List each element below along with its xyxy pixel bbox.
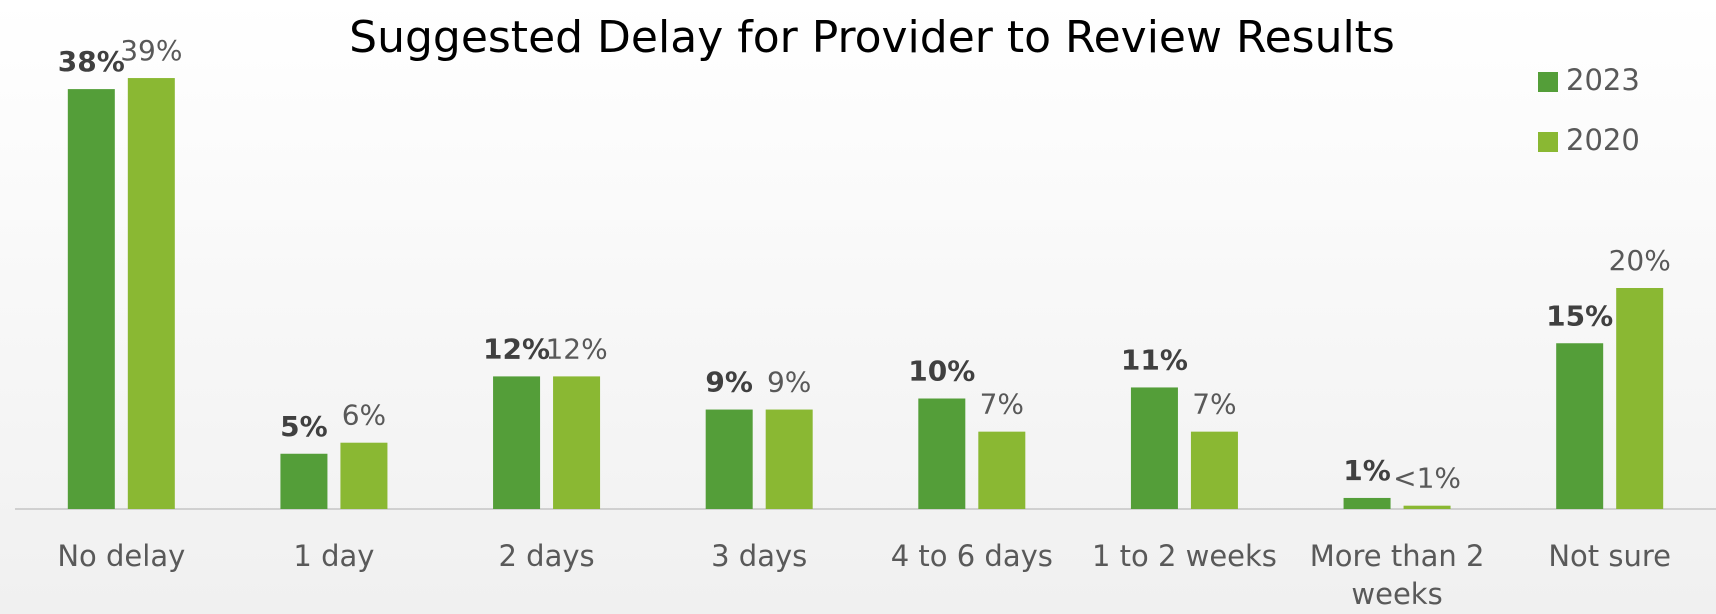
bar (1190, 431, 1238, 509)
x-tick-label: Not sure (1548, 539, 1672, 573)
value-label: 39% (120, 34, 182, 67)
bar (765, 409, 813, 509)
bar (493, 376, 541, 509)
bar (918, 398, 966, 509)
value-label: 12% (483, 332, 550, 365)
value-label: 9% (767, 366, 811, 399)
bar (1130, 387, 1178, 509)
bar (705, 409, 753, 509)
bar (553, 376, 601, 509)
value-label: 7% (980, 388, 1024, 421)
bar (280, 453, 328, 509)
value-label: 1% (1343, 454, 1391, 487)
value-label: 5% (280, 410, 328, 443)
legend-swatch (1538, 72, 1558, 92)
value-label: 20% (1609, 244, 1671, 277)
bar (1556, 343, 1604, 509)
x-tick-label: More than 2 weeks (1309, 539, 1485, 611)
x-tick-label: 4 to 6 days (890, 539, 1053, 573)
bar (1616, 288, 1664, 509)
bar (978, 431, 1026, 509)
x-tick-label: 1 day (293, 539, 375, 573)
value-label: 38% (58, 45, 125, 78)
value-label: 6% (342, 399, 386, 432)
value-label: 11% (1121, 343, 1188, 376)
value-label: 7% (1192, 388, 1236, 421)
x-tick-label: 2 days (498, 539, 595, 573)
value-label: 12% (545, 332, 607, 365)
bar (127, 78, 175, 510)
legend-swatch (1538, 132, 1558, 152)
bar (67, 89, 115, 509)
value-label: 15% (1546, 299, 1613, 332)
legend-label: 2020 (1566, 123, 1640, 157)
bar (1403, 505, 1451, 509)
value-label: 9% (705, 366, 753, 399)
x-tick-label: 1 to 2 weeks (1091, 539, 1277, 573)
x-tick-label: 3 days (711, 539, 808, 573)
legend-label: 2023 (1566, 63, 1640, 97)
chart-title: Suggested Delay for Provider to Review R… (349, 12, 1395, 63)
value-label: 10% (908, 355, 975, 388)
value-label: <1% (1393, 462, 1461, 495)
x-tick-label: No delay (57, 539, 186, 573)
bar (340, 442, 388, 509)
bar (1343, 497, 1391, 509)
